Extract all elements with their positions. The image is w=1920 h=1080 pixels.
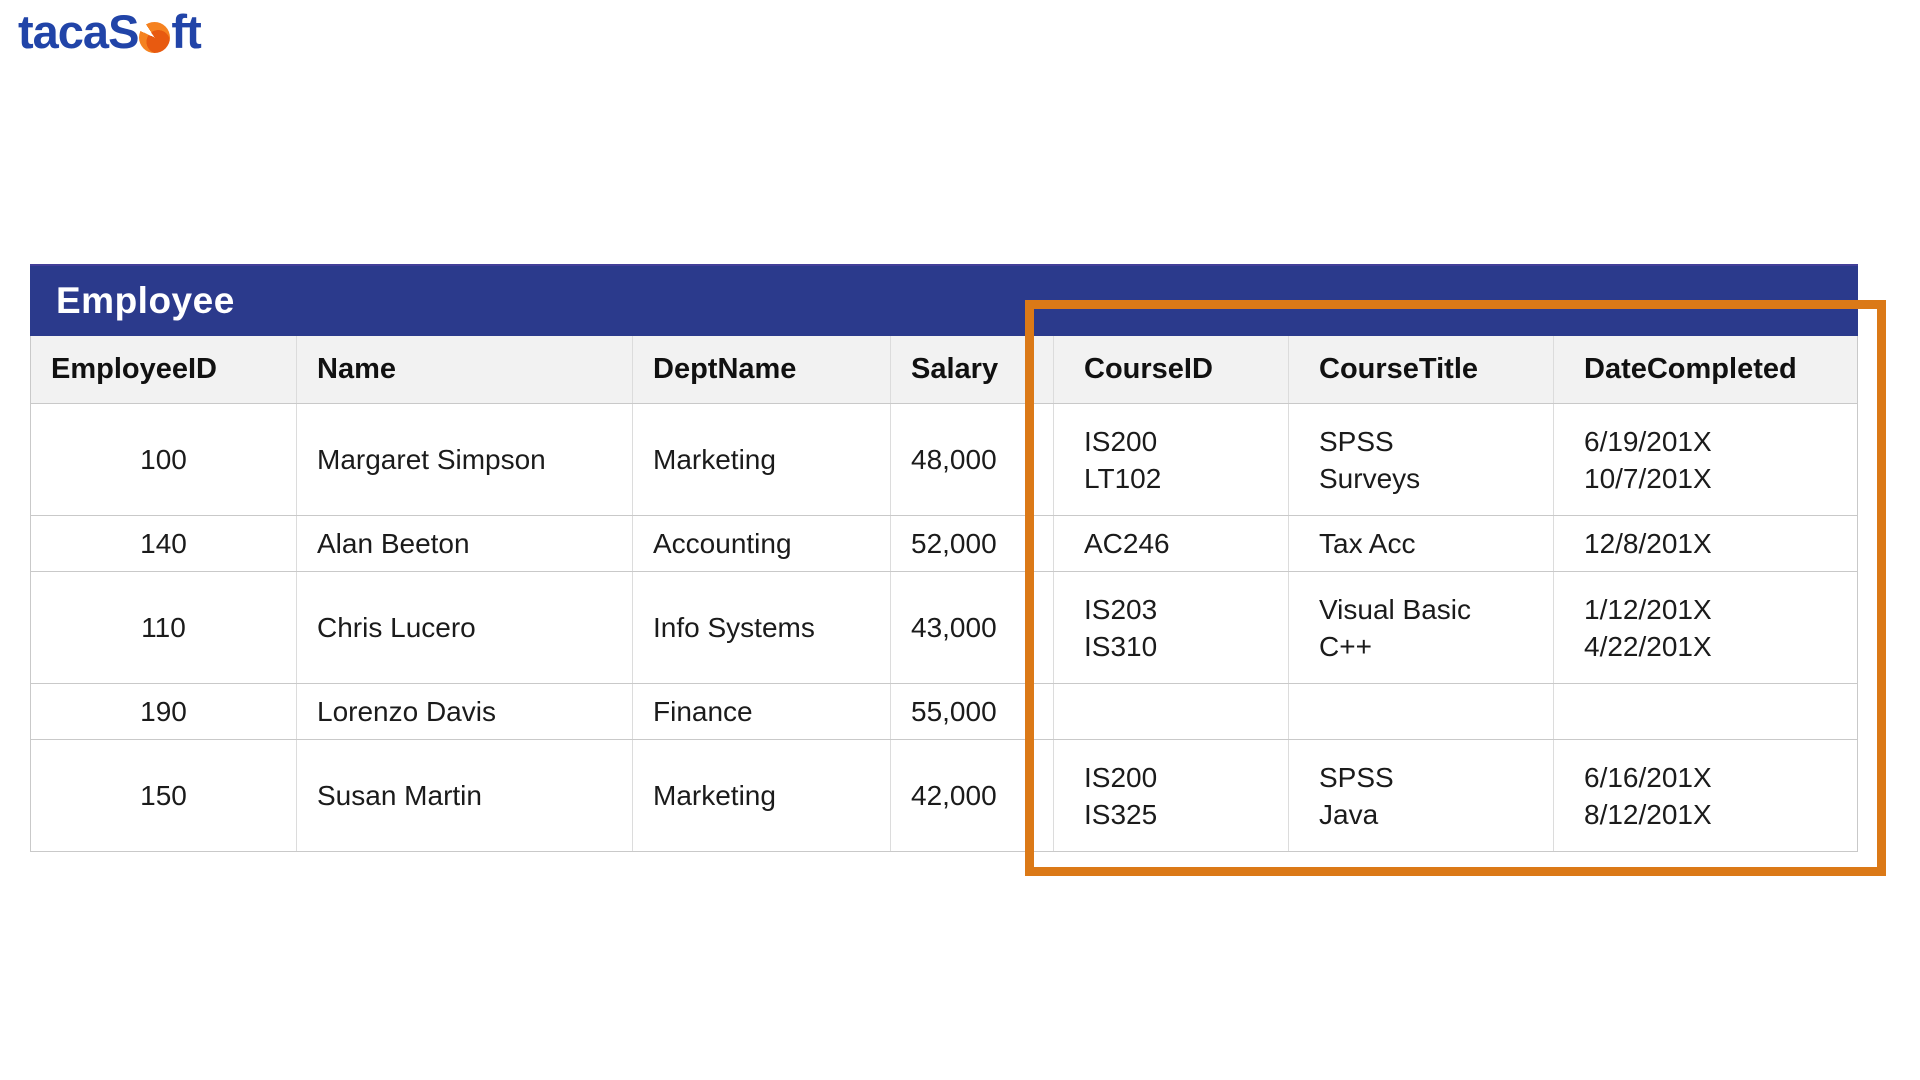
table-header-row: EmployeeID Name DeptName Salary CourseID… xyxy=(30,336,1858,404)
column-header-salary: Salary xyxy=(891,336,1054,403)
cell-dept-name: Marketing xyxy=(633,740,891,851)
logo-text-main: tacaS xyxy=(18,5,139,58)
cell-salary: 55,000 xyxy=(891,684,1054,739)
cell-date-completed: 1/12/201X 4/22/201X xyxy=(1584,593,1712,662)
cell-name: Susan Martin xyxy=(297,740,633,851)
cell-employee-id: 150 xyxy=(31,740,297,851)
cell-employee-id: 190 xyxy=(31,684,297,739)
cell-salary: 42,000 xyxy=(891,740,1054,851)
cell-date-completed: 6/19/201X 10/7/201X xyxy=(1584,425,1712,494)
cell-course-id: IS203 IS310 xyxy=(1054,572,1289,683)
cell-course-title: SPSS Surveys xyxy=(1289,404,1554,515)
cell-employee-id: 110 xyxy=(31,572,297,683)
cell-name: Chris Lucero xyxy=(297,572,633,683)
table-row: 150 Susan Martin Marketing 42,000 IS200 … xyxy=(30,740,1858,852)
cell-date-completed: 12/8/201X xyxy=(1584,528,1712,559)
cell-salary: 48,000 xyxy=(891,404,1054,515)
cell-employee-id: 140 xyxy=(31,516,297,571)
table-title-bar: Employee xyxy=(30,264,1858,336)
cell-dept-name: Info Systems xyxy=(633,572,891,683)
cell-dept-name: Accounting xyxy=(633,516,891,571)
cell-employee-id: 100 xyxy=(31,404,297,515)
cell-salary: 43,000 xyxy=(891,572,1054,683)
employee-table: Employee EmployeeID Name DeptName Salary… xyxy=(30,264,1858,852)
cell-course-title: Tax Acc xyxy=(1289,516,1554,571)
column-header-dept-name: DeptName xyxy=(633,336,891,403)
table-row: 140 Alan Beeton Accounting 52,000 AC246 … xyxy=(30,516,1858,572)
cell-name: Lorenzo Davis xyxy=(297,684,633,739)
cell-name: Margaret Simpson xyxy=(297,404,633,515)
logo-o-icon xyxy=(139,21,171,53)
logo: tacaS ft xyxy=(18,4,202,60)
cell-dept-name: Marketing xyxy=(633,404,891,515)
column-header-name: Name xyxy=(297,336,633,403)
cell-course-id xyxy=(1054,684,1289,739)
table-row: 100 Margaret Simpson Marketing 48,000 IS… xyxy=(30,404,1858,516)
cell-course-id: IS200 IS325 xyxy=(1054,740,1289,851)
cell-date-completed: 6/16/201X 8/12/201X xyxy=(1584,761,1712,830)
cell-course-title: SPSS Java xyxy=(1289,740,1554,851)
table-title: Employee xyxy=(56,280,235,321)
table-row: 190 Lorenzo Davis Finance 55,000 xyxy=(30,684,1858,740)
cell-name: Alan Beeton xyxy=(297,516,633,571)
cell-salary: 52,000 xyxy=(891,516,1054,571)
column-header-date-completed: DateCompleted xyxy=(1584,353,1797,385)
cell-course-id: AC246 xyxy=(1054,516,1289,571)
cell-date-completed xyxy=(1554,684,1859,739)
column-header-employee-id: EmployeeID xyxy=(31,336,297,403)
logo-text-tail: ft xyxy=(171,5,201,58)
cell-course-id: IS200 LT102 xyxy=(1054,404,1289,515)
cell-dept-name: Finance xyxy=(633,684,891,739)
table-row: 110 Chris Lucero Info Systems 43,000 IS2… xyxy=(30,572,1858,684)
column-header-course-id: CourseID xyxy=(1054,336,1289,403)
cell-course-title xyxy=(1289,684,1554,739)
cell-course-title: Visual Basic C++ xyxy=(1289,572,1554,683)
column-header-course-title: CourseTitle xyxy=(1289,336,1554,403)
